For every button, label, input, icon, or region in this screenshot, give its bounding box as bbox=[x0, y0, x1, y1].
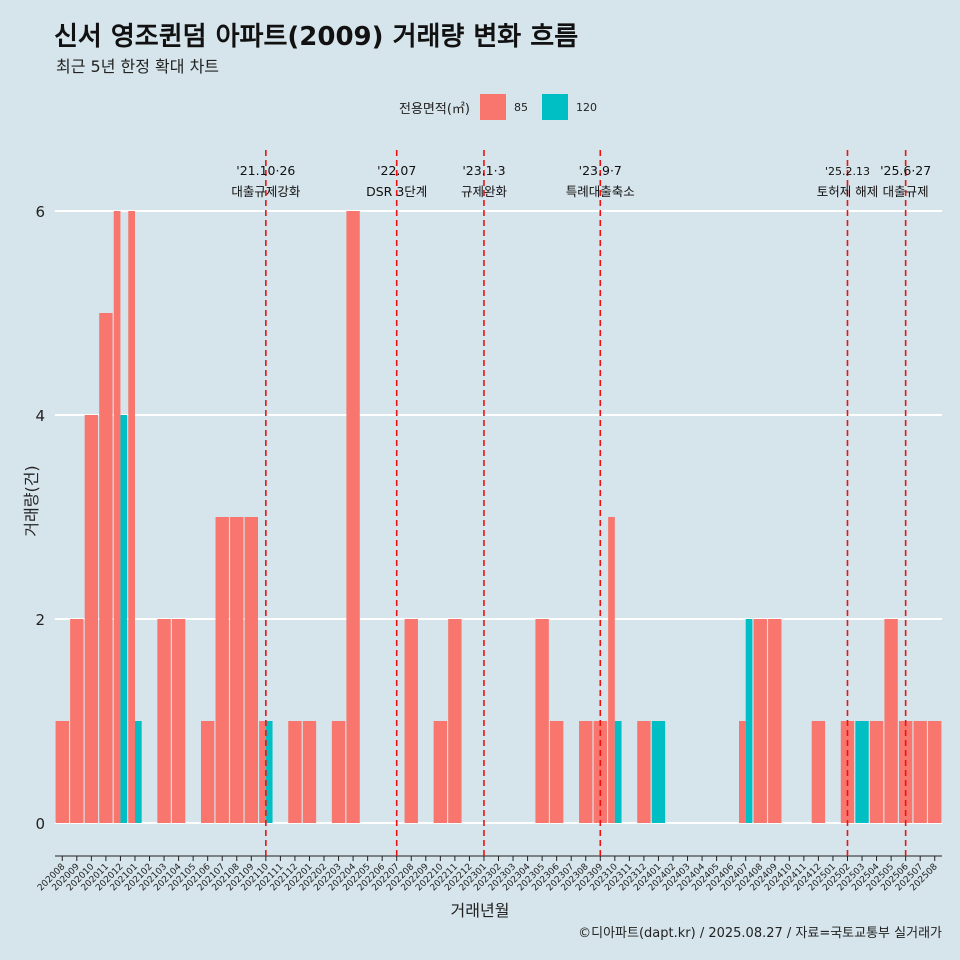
legend: 전용면적(㎡) 85 120 bbox=[0, 93, 960, 121]
bar-120 bbox=[745, 619, 753, 823]
bar-85 bbox=[535, 619, 549, 823]
bar-85 bbox=[331, 721, 346, 823]
event-name-label: DSR 3단계 bbox=[366, 184, 427, 199]
event-date-label: '23.1·3 bbox=[462, 163, 505, 178]
bar-85 bbox=[99, 313, 113, 823]
bar-120 bbox=[120, 415, 128, 823]
bar-85 bbox=[608, 517, 615, 823]
bar-120 bbox=[855, 721, 869, 823]
y-tick-label: 4 bbox=[35, 407, 45, 425]
bar-85 bbox=[404, 619, 418, 823]
legend-title: 전용면적(㎡) bbox=[399, 101, 470, 117]
bar-85 bbox=[200, 721, 215, 823]
bar-85 bbox=[549, 721, 564, 823]
bar-85 bbox=[157, 619, 171, 823]
bar-85 bbox=[579, 721, 593, 823]
bar-85 bbox=[346, 211, 360, 823]
event-name-label: 규제완화 bbox=[461, 184, 508, 199]
bar-85 bbox=[55, 721, 69, 823]
event-date-label: '25.2.13 bbox=[825, 165, 870, 178]
bar-85 bbox=[869, 721, 884, 823]
bar-85 bbox=[128, 211, 135, 823]
x-axis-title: 거래년월 bbox=[450, 901, 510, 920]
bar-120 bbox=[614, 721, 622, 823]
bar-85 bbox=[113, 211, 121, 823]
bar-85 bbox=[913, 721, 927, 823]
chart-subtitle: 최근 5년 한정 확대 차트 bbox=[56, 57, 220, 76]
legend-swatch-85 bbox=[479, 94, 506, 120]
event-date-label: '25.6·27 bbox=[880, 163, 931, 178]
bar-85 bbox=[84, 415, 99, 823]
bar-85 bbox=[244, 517, 258, 823]
bar-85 bbox=[753, 619, 767, 823]
bar-85 bbox=[259, 721, 266, 823]
bar-85 bbox=[928, 721, 942, 823]
bar-85 bbox=[70, 619, 84, 823]
bar-85 bbox=[448, 619, 462, 823]
event-name-label: 대출규제강화 bbox=[231, 184, 301, 199]
legend-item-120: 120 bbox=[541, 94, 603, 120]
bar-85 bbox=[739, 721, 746, 823]
legend-item-85: 85 bbox=[479, 94, 534, 120]
legend-label-120: 120 bbox=[575, 100, 597, 114]
y-axis-title: 거래량(건) bbox=[22, 465, 41, 537]
bar-85 bbox=[637, 721, 651, 823]
y-tick-label: 0 bbox=[35, 815, 45, 833]
bar-120 bbox=[651, 721, 666, 823]
bar-85 bbox=[230, 517, 244, 823]
bar-85 bbox=[768, 619, 782, 823]
source-caption: ©디아파트(dapt.kr) / 2025.08.27 / 자료=국토교통부 실… bbox=[578, 926, 942, 941]
legend-swatch-120 bbox=[541, 94, 568, 120]
chart-title: 신서 영조퀸덤 아파트(2009) 거래량 변화 흐름 bbox=[54, 22, 579, 52]
bar-120 bbox=[265, 721, 273, 823]
legend-label-85: 85 bbox=[513, 100, 528, 114]
event-date-label: '21.10·26 bbox=[236, 163, 295, 178]
bar-85 bbox=[884, 619, 898, 823]
bar-85 bbox=[302, 721, 317, 823]
event-date-label: '22.07 bbox=[377, 163, 416, 178]
bar-85 bbox=[811, 721, 826, 823]
bar-85 bbox=[288, 721, 302, 823]
bar-120 bbox=[134, 721, 142, 823]
bar-85 bbox=[215, 517, 229, 823]
event-date-label: '23.9·7 bbox=[579, 163, 622, 178]
event-name-label: 토허제 해제 bbox=[817, 184, 878, 199]
y-tick-label: 2 bbox=[35, 611, 45, 629]
y-tick-label: 6 bbox=[35, 203, 45, 221]
event-name-label: 대출규제 bbox=[883, 184, 929, 199]
bar-85 bbox=[433, 721, 448, 823]
event-name-label: 특례대출축소 bbox=[566, 184, 635, 199]
bar-85 bbox=[171, 619, 186, 823]
